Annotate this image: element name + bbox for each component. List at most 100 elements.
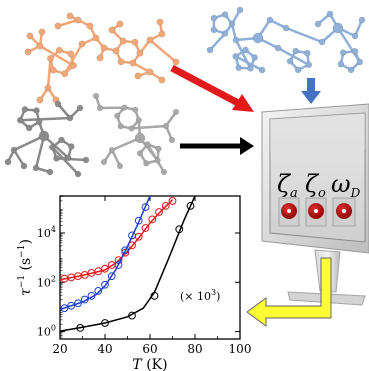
bond <box>12 149 26 167</box>
bond <box>46 58 52 89</box>
atom <box>146 36 154 44</box>
bond <box>57 103 71 119</box>
atom <box>74 16 82 24</box>
atom <box>318 38 326 46</box>
atom <box>108 146 116 154</box>
bond <box>277 46 310 66</box>
bond <box>110 149 122 167</box>
y-tick-label: 104 <box>37 225 56 240</box>
param-zeta-a: ζa <box>277 170 298 201</box>
data-point <box>80 295 89 304</box>
bond <box>131 124 167 130</box>
atom <box>242 46 249 54</box>
bond <box>235 55 263 72</box>
atom <box>38 130 50 142</box>
bond <box>146 143 166 173</box>
atom <box>206 46 214 54</box>
atom <box>358 16 366 24</box>
bond <box>336 27 361 63</box>
atom <box>33 107 40 114</box>
atom <box>114 112 121 119</box>
atom <box>232 53 239 60</box>
atom <box>351 48 359 55</box>
atom <box>158 30 166 38</box>
atom <box>24 48 32 56</box>
atom <box>100 44 108 52</box>
atom <box>74 170 82 178</box>
atom <box>92 92 100 100</box>
atom <box>108 26 116 34</box>
atom <box>286 58 294 65</box>
atom <box>36 96 44 104</box>
atom <box>100 158 108 166</box>
atom <box>82 156 90 164</box>
bond <box>20 116 71 122</box>
data-point <box>150 291 159 300</box>
data-point <box>141 224 150 232</box>
atom <box>54 22 62 30</box>
atom <box>144 141 151 148</box>
bond <box>51 146 79 175</box>
atom <box>32 164 40 172</box>
data-point <box>94 267 103 276</box>
atom <box>86 22 94 30</box>
atom <box>339 49 347 56</box>
scale-annotation: (× 103) <box>180 288 220 303</box>
bond <box>56 157 87 162</box>
atom <box>258 66 266 74</box>
data-point <box>121 246 130 255</box>
atom <box>135 117 142 124</box>
atom <box>332 22 344 34</box>
atom <box>92 34 100 42</box>
bond <box>57 18 79 28</box>
atom <box>294 66 302 74</box>
atom <box>172 108 180 116</box>
atom <box>21 106 29 113</box>
atom <box>17 117 24 124</box>
data-point <box>186 201 195 210</box>
knob-zeta-o <box>308 203 324 219</box>
bond <box>43 135 70 159</box>
atom <box>168 136 176 144</box>
x-tick-label: 20 <box>52 342 67 356</box>
data-point <box>94 287 103 295</box>
bond <box>63 43 84 75</box>
data-point <box>155 208 163 216</box>
atom <box>66 114 74 122</box>
x-tick-label: 60 <box>142 342 157 356</box>
atom <box>58 136 65 144</box>
atom <box>61 70 69 78</box>
data-point <box>128 231 136 240</box>
y-tick-label: 100 <box>37 324 56 339</box>
atom <box>235 64 242 71</box>
gray-molecule-right <box>92 92 180 176</box>
atom <box>4 158 12 166</box>
atom <box>96 104 104 112</box>
yellow-arrow <box>246 257 332 327</box>
data-point <box>74 299 82 308</box>
atom <box>76 104 84 112</box>
atom <box>304 49 311 57</box>
atom <box>251 54 258 61</box>
data-point <box>134 216 143 225</box>
data-point <box>175 225 184 234</box>
red-arrow <box>170 64 254 112</box>
bond <box>132 61 151 74</box>
atom <box>282 24 290 32</box>
atom <box>26 32 34 40</box>
atom <box>119 37 127 45</box>
data-point <box>60 304 69 313</box>
atom <box>221 30 229 37</box>
atom <box>351 32 359 40</box>
atom <box>228 20 236 28</box>
computer-monitor: ζa ζo ωD <box>261 103 369 306</box>
gray-molecule-left <box>4 100 90 178</box>
bond <box>164 111 178 127</box>
atom <box>46 168 54 176</box>
black-arrow <box>180 137 254 155</box>
x-axis-label: T (K) <box>132 357 167 371</box>
atom <box>146 68 154 76</box>
atom <box>136 150 144 157</box>
atom <box>160 168 168 176</box>
